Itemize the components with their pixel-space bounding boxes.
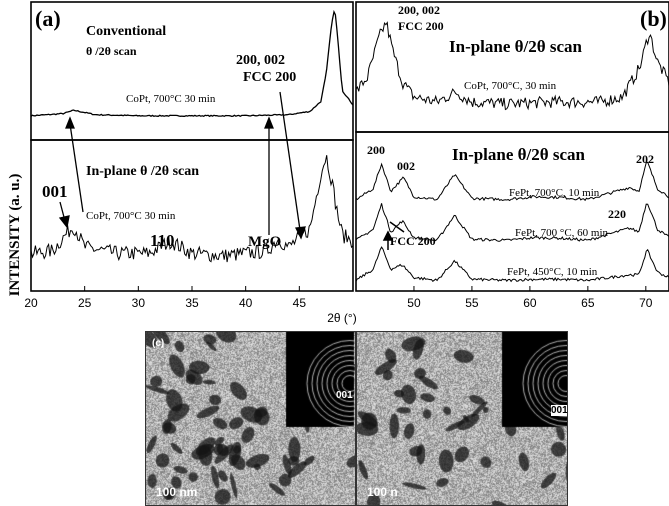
panel-a-bottom-sample: CoPt, 700°C 30 min [86,210,176,222]
x-tick-label: 40 [239,296,253,310]
panel-a-peak-200-2: FCC 200 [243,70,296,85]
panel-a-bottom-frame [30,139,354,292]
panel-b-tag: (b) [640,6,667,31]
peak-b-002: 002 [397,159,415,173]
x-tick-label: 30 [132,296,146,310]
panel-b-top-title: In-plane θ/2θ scan [449,37,583,56]
tem-left-canvas [146,332,355,505]
peak-mgo: MgO [248,234,281,250]
y-axis-label: INTENSITY (a. u.) [7,174,23,297]
series-b-top [355,21,669,111]
x-ticks-panel-a: 20 25 30 35 40 45 [24,286,306,310]
panel-a-tag: (a) [35,6,61,31]
tem-image-left: (c) 001 100 nm [145,331,356,506]
tem-right-canvas [357,332,567,505]
peak-b-202: 202 [636,152,654,166]
panel-a-top-title-1: Conventional [86,24,166,39]
panel-a-peak-200-1: 200, 002 [236,53,285,68]
series-b-fept-450-10 [355,246,669,283]
sample-fept-450-10: FePt, 450°C, 10 min [507,266,598,278]
panel-b-top-peak-1: 200, 002 [398,3,440,17]
panel-b-bottom-title: In-plane θ/2θ scan [452,145,586,164]
x-tick-label: 70 [639,296,653,310]
x-tick-label: 35 [185,296,199,310]
tem-left-scale: 100 nm [156,485,198,499]
panel-b-arrows [382,221,405,250]
sample-fept-700-10: FePt, 700°C, 10 min [509,187,600,199]
peak-110: 110 [150,231,175,250]
tem-right-scale: 100 n [367,485,398,499]
series-b-fept-700-60 [355,203,669,242]
peak-b-220: 220 [608,207,626,221]
x-tick-label: 65 [581,296,595,310]
x-tick-label: 20 [24,296,38,310]
panel-a-bottom-title: In-plane θ /2θ scan [86,164,199,179]
panel-a-top-title-2: θ /2θ scan [86,44,137,58]
panel-a-top-frame [30,1,354,141]
x-tick-label: 55 [465,296,479,310]
tem-left-ring-index: 001 [336,390,353,401]
label-fcc-200: FCC 200 [390,234,436,248]
x-axis-label: 2θ (°) [327,311,356,325]
peak-001: 001 [42,182,68,201]
tem-left-tag: (c) [152,338,165,349]
x-ticks-panel-b: 50 55 60 65 70 [407,286,653,310]
panel-a-top-sample: CoPt, 700°C 30 min [126,93,216,105]
x-tick-label: 50 [407,296,421,310]
peak-b-200: 200 [367,143,385,157]
panel-b-top-sample: CoPt, 700°C, 30 min [464,80,557,92]
panel-b-top-peak-2: FCC 200 [398,19,444,33]
tem-image-right: 001 100 n [356,331,568,506]
x-tick-label: 60 [523,296,537,310]
series-a-top [30,9,354,118]
panel-b-bottom-frame [355,131,669,292]
sample-fept-700-60: FePt, 700 °C, 60 min [515,227,609,239]
x-tick-label: 25 [78,296,92,310]
panel-a-arrows [58,91,306,240]
series-b-fept-700-10 [355,161,669,202]
tem-right-ring-index: 001 [551,405,568,416]
x-tick-label: 45 [293,296,307,310]
